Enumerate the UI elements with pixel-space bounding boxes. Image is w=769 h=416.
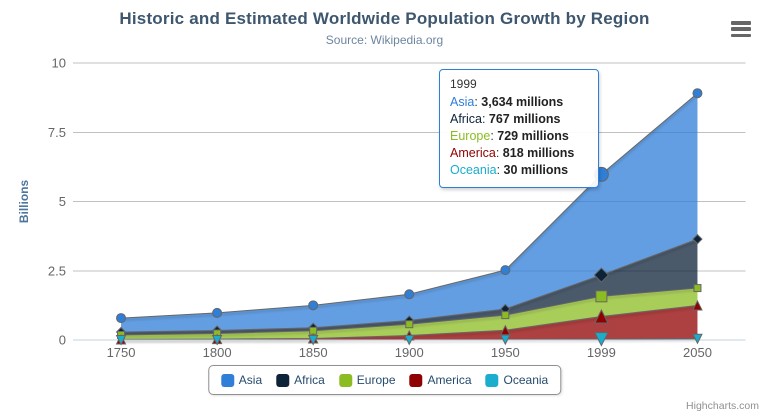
tooltip-row: Europe: 729 millions [450,129,569,143]
chart-title: Historic and Estimated Worldwide Populat… [119,9,650,28]
oceania-marker[interactable] [115,334,127,346]
y-axis-label: 0 [59,333,66,348]
tooltip-rows: Asia: 3,634 millions Africa: 767 millions… [450,94,588,179]
tooltip-series-value: 729 millions [497,129,569,143]
legend-swatch-icon [409,373,423,387]
asia-marker[interactable] [692,88,703,99]
legend-item-europe[interactable]: Europe [338,373,396,387]
x-axis-label: 1900 [395,345,424,360]
chart-subtitle: Source: Wikipedia.org [325,33,444,47]
oceania-marker[interactable] [307,334,319,346]
x-axis-label: 1800 [203,345,232,360]
tooltip-series-name: Oceania [450,163,497,177]
tooltip-row: Africa: 767 millions [450,112,561,126]
europe-marker[interactable] [501,311,510,320]
tooltip-row: America: 818 millions [450,146,575,160]
america-area [121,305,698,340]
legend-swatch-icon [338,373,352,387]
tooltip-series-name: Asia [450,95,475,109]
x-axis-label: 1999 [587,345,616,360]
oceania-marker[interactable] [403,334,415,346]
tooltip-series-value: 818 millions [502,146,575,160]
asia-marker[interactable] [212,307,223,318]
tooltip-series-value: 767 millions [488,112,561,126]
asia-area [121,93,698,332]
oceania-marker[interactable] [594,332,609,347]
legend-swatch-icon [485,373,499,387]
asia-marker[interactable] [116,313,127,324]
legend-item-oceania[interactable]: Oceania [485,373,549,387]
legend-label: Oceania [503,373,549,387]
hamburger-menu-icon [731,27,751,31]
legend: Asia Africa Europe America Oceania [207,365,562,395]
asia-marker[interactable] [500,265,511,276]
africa-area [121,239,698,335]
legend-label: Africa [294,373,325,387]
legend-label: America [427,373,472,387]
tooltip-header: 1999 [450,77,477,91]
oceania-marker[interactable] [692,333,703,345]
x-axis-label: 1750 [107,345,136,360]
legend-swatch-icon [220,373,234,387]
y-axis-label: 2.5 [48,263,66,278]
oceania-marker[interactable] [211,334,223,346]
legend-label: Asia [238,373,263,387]
x-axis-label: 1950 [491,345,520,360]
legend-swatch-icon [276,373,290,387]
legend-item-asia[interactable]: Asia [220,373,263,387]
africa-marker[interactable] [593,267,610,283]
tooltip-row: Oceania: 30 millions [450,163,569,177]
credits-link[interactable]: Highcharts.com [686,400,759,412]
hamburger-menu-icon [731,21,751,25]
tooltip-series-name: Europe [450,129,491,143]
europe-marker[interactable] [595,290,608,303]
tooltip-series-value: 30 millions [503,163,569,177]
africa-marker[interactable] [692,233,703,245]
y-axis-title: Billions [17,180,31,224]
tooltip: 1999 Asia: 3,634 millions Africa: 767 mil… [439,69,599,188]
hamburger-menu-icon [731,33,751,37]
legend-item-america[interactable]: America [409,373,472,387]
oceania-marker[interactable] [500,334,511,346]
tooltip-series-value: 3,634 millions [481,95,564,109]
europe-marker[interactable] [693,284,702,293]
x-axis-label: 1850 [299,345,328,360]
y-axis-label: 7.5 [48,125,66,140]
legend-label: Europe [356,373,396,387]
asia-marker[interactable] [308,300,319,311]
tooltip-series-name: Africa [450,112,482,126]
asia-marker[interactable] [404,289,415,300]
export-menu-button[interactable] [731,21,751,37]
america-marker[interactable] [594,308,609,324]
y-axis-label: 10 [52,56,66,71]
europe-marker[interactable] [405,320,414,329]
tooltip-row: Asia: 3,634 millions [450,95,564,109]
tooltip-series-name: America [450,146,496,160]
y-axis-label: 5 [59,194,66,209]
legend-item-africa[interactable]: Africa [276,373,325,387]
america-marker[interactable] [692,299,703,311]
x-axis-label: 2050 [683,345,712,360]
